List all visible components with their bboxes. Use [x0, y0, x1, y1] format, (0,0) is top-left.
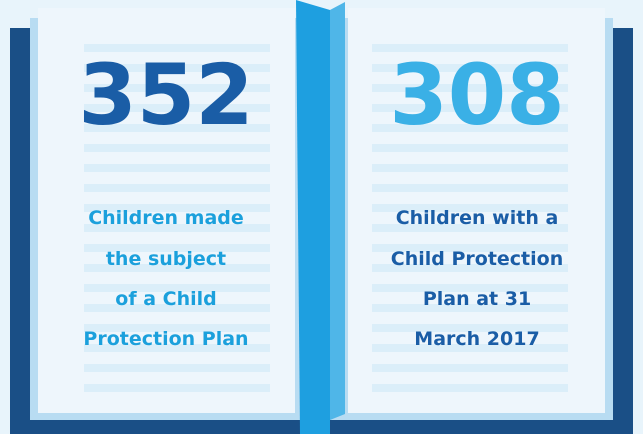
left-caption-line: of a Child	[115, 288, 216, 310]
stripe	[84, 84, 270, 92]
book-spine	[296, 0, 330, 434]
stripe	[84, 324, 270, 332]
stripe	[84, 224, 270, 232]
left-caption-line: Protection Plan	[83, 328, 248, 350]
right-caption-line: Children with a	[396, 207, 559, 229]
stripe	[372, 164, 568, 172]
stripe	[372, 184, 568, 192]
stripe	[84, 284, 270, 292]
right-number: 308	[389, 46, 564, 144]
stripe	[372, 244, 568, 252]
stripe	[372, 44, 568, 52]
left-number: 352	[78, 46, 253, 144]
stripe	[372, 304, 568, 312]
spine-edge	[330, 2, 345, 420]
stripe	[372, 224, 568, 232]
stripe	[84, 184, 270, 192]
left-caption-line: Children made	[88, 207, 244, 229]
stripe	[84, 244, 270, 252]
stripe	[84, 164, 270, 172]
stripe	[372, 364, 568, 372]
stripe	[372, 144, 568, 152]
right-caption-line: Child Protection	[391, 248, 563, 270]
stripe	[84, 104, 270, 112]
stripe	[372, 124, 568, 132]
stripe	[84, 384, 270, 392]
right-caption-line: March 2017	[414, 328, 539, 350]
stripe	[84, 304, 270, 312]
stripe	[372, 84, 568, 92]
stripe	[372, 264, 568, 272]
stripe	[84, 204, 270, 212]
stripe	[84, 264, 270, 272]
page-stripes	[84, 44, 568, 392]
stripe	[84, 44, 270, 52]
stripe	[372, 104, 568, 112]
stripe	[84, 124, 270, 132]
stripe	[84, 344, 270, 352]
left-caption-line: the subject	[106, 248, 226, 270]
stripe	[372, 384, 568, 392]
stripe	[372, 344, 568, 352]
stripe	[372, 64, 568, 72]
stripe	[84, 64, 270, 72]
stripe	[372, 324, 568, 332]
right-caption-line: Plan at 31	[423, 288, 531, 310]
stripe	[372, 204, 568, 212]
stripe	[84, 144, 270, 152]
captions: Children made the subject of a Child Protec…	[83, 207, 563, 350]
stripe	[372, 284, 568, 292]
stripe	[84, 364, 270, 372]
